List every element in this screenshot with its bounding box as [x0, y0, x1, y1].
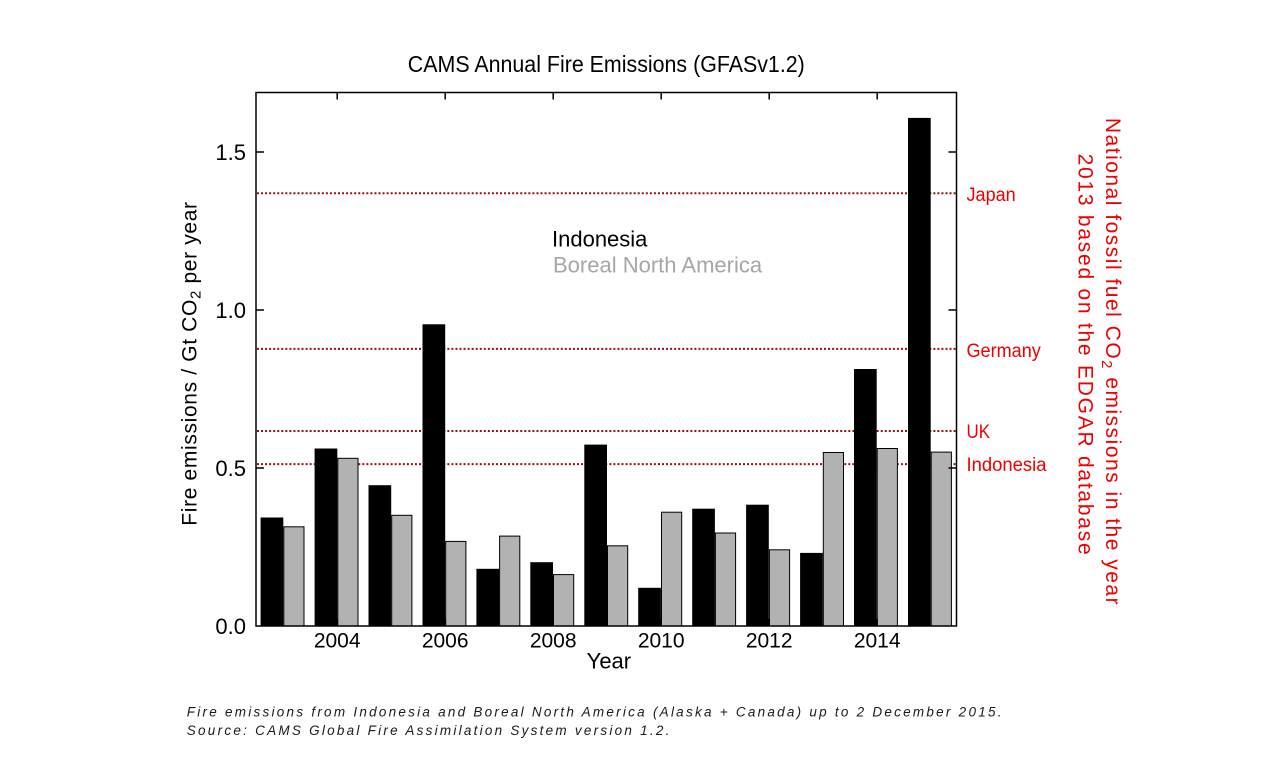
svg-text:2010: 2010 — [638, 629, 685, 652]
svg-text:2012: 2012 — [746, 629, 793, 652]
svg-text:2013 based on the EDGAR databa: 2013 based on the EDGAR database — [1074, 154, 1097, 557]
svg-text:1.5: 1.5 — [215, 140, 246, 165]
svg-text:2008: 2008 — [530, 629, 577, 652]
svg-text:Fire emissions from Indonesia: Fire emissions from Indonesia and Boreal… — [187, 705, 1004, 720]
svg-text:2004: 2004 — [314, 629, 361, 652]
svg-text:0.5: 0.5 — [215, 456, 246, 481]
svg-text:Japan: Japan — [967, 185, 1016, 206]
svg-text:Indonesia: Indonesia — [552, 227, 648, 252]
svg-text:Fire emissions / Gt CO2 per ye: Fire emissions / Gt CO2 per year — [179, 201, 205, 525]
svg-text:UK: UK — [967, 422, 991, 443]
svg-text:Boreal North America: Boreal North America — [553, 253, 763, 278]
svg-text:2006: 2006 — [422, 629, 469, 652]
svg-text:Indonesia: Indonesia — [967, 455, 1047, 476]
svg-text:CAMS Annual Fire Emissions (GF: CAMS Annual Fire Emissions (GFASv1.2) — [408, 51, 805, 77]
svg-text:1.0: 1.0 — [215, 298, 246, 323]
svg-text:Germany: Germany — [967, 341, 1042, 362]
svg-text:Source: CAMS Global Fire Assim: Source: CAMS Global Fire Assimilation Sy… — [187, 723, 672, 738]
svg-text:2014: 2014 — [854, 629, 901, 652]
svg-text:Year: Year — [587, 649, 631, 674]
svg-text:0.0: 0.0 — [215, 614, 246, 639]
